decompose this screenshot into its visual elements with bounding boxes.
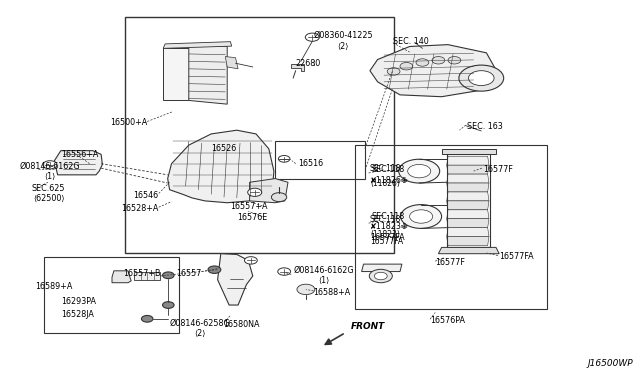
Text: J16500WP: J16500WP xyxy=(588,359,634,368)
Text: 16556+A: 16556+A xyxy=(61,150,98,159)
Polygon shape xyxy=(442,149,496,154)
Text: SEC.625
⟨62500⟩: SEC.625 ⟨62500⟩ xyxy=(32,184,65,203)
Polygon shape xyxy=(54,151,102,175)
Polygon shape xyxy=(447,210,489,219)
Text: SEC.118
✘11826✙: SEC.118 ✘11826✙ xyxy=(369,165,407,185)
Text: FRONT: FRONT xyxy=(351,322,385,331)
Polygon shape xyxy=(447,183,489,192)
Circle shape xyxy=(43,161,57,169)
Polygon shape xyxy=(134,272,160,280)
Text: 16577F: 16577F xyxy=(483,165,513,174)
Text: 16577FA: 16577FA xyxy=(499,252,534,261)
Circle shape xyxy=(399,159,440,183)
Bar xyxy=(44,257,179,333)
Polygon shape xyxy=(225,57,238,69)
Text: Ø08146-6162G
⟨1⟩: Ø08146-6162G ⟨1⟩ xyxy=(19,161,80,181)
Circle shape xyxy=(244,257,257,264)
Text: Ø08360-41225
⟨2⟩: Ø08360-41225 ⟨2⟩ xyxy=(314,31,373,51)
Text: 22680: 22680 xyxy=(296,59,321,68)
Text: 16516: 16516 xyxy=(298,159,323,168)
Polygon shape xyxy=(163,42,232,48)
Circle shape xyxy=(369,269,392,283)
Circle shape xyxy=(278,268,291,275)
Text: SEC.118: SEC.118 xyxy=(370,164,401,173)
Text: 16528JA: 16528JA xyxy=(61,310,93,319)
Polygon shape xyxy=(189,45,227,104)
Text: 16588+A: 16588+A xyxy=(314,288,351,296)
Circle shape xyxy=(163,302,174,308)
Polygon shape xyxy=(447,174,489,183)
Circle shape xyxy=(141,315,153,322)
Polygon shape xyxy=(447,165,489,174)
Polygon shape xyxy=(447,192,489,201)
Text: 16557+A: 16557+A xyxy=(230,202,268,211)
Circle shape xyxy=(248,188,262,196)
Text: Ø08146-6162G
⟨1⟩: Ø08146-6162G ⟨1⟩ xyxy=(293,266,354,285)
Circle shape xyxy=(278,155,290,162)
Polygon shape xyxy=(112,271,131,283)
Text: 16589+A: 16589+A xyxy=(35,282,72,291)
Text: 16546: 16546 xyxy=(134,191,159,200)
Circle shape xyxy=(448,57,461,64)
Circle shape xyxy=(271,193,287,202)
Circle shape xyxy=(374,272,387,280)
Text: SEC. 140: SEC. 140 xyxy=(393,37,429,46)
Polygon shape xyxy=(447,237,489,246)
Text: SEC. 163: SEC. 163 xyxy=(467,122,503,131)
Polygon shape xyxy=(163,48,189,100)
Text: 16580NA: 16580NA xyxy=(223,320,259,329)
Bar xyxy=(125,17,394,253)
Text: 16526: 16526 xyxy=(211,144,236,153)
Polygon shape xyxy=(447,156,489,165)
Polygon shape xyxy=(168,130,274,203)
Circle shape xyxy=(416,59,429,66)
Text: 16293PA: 16293PA xyxy=(61,297,96,306)
Circle shape xyxy=(468,71,494,86)
Circle shape xyxy=(163,272,174,279)
Circle shape xyxy=(297,284,315,295)
Text: 16528+A: 16528+A xyxy=(122,204,159,213)
Text: 16557+B: 16557+B xyxy=(124,269,161,278)
Text: 16577FA: 16577FA xyxy=(370,237,403,246)
Polygon shape xyxy=(218,254,253,305)
Text: 16557: 16557 xyxy=(176,269,202,278)
Polygon shape xyxy=(447,201,489,210)
Polygon shape xyxy=(362,264,402,272)
Circle shape xyxy=(305,33,319,41)
Polygon shape xyxy=(447,228,489,237)
Circle shape xyxy=(400,62,413,70)
Bar xyxy=(275,141,365,179)
Polygon shape xyxy=(250,179,288,203)
Text: (11826): (11826) xyxy=(370,179,400,188)
Circle shape xyxy=(408,164,431,178)
Circle shape xyxy=(208,266,221,273)
Text: SEC.118: SEC.118 xyxy=(370,215,401,224)
Bar xyxy=(447,154,490,247)
Circle shape xyxy=(387,68,400,75)
Text: 16576E: 16576E xyxy=(237,213,268,222)
Circle shape xyxy=(410,210,433,223)
Text: Ø08146-6258G
⟨2⟩: Ø08146-6258G ⟨2⟩ xyxy=(170,318,230,338)
Text: 16500+A: 16500+A xyxy=(110,118,147,127)
Text: 16577F: 16577F xyxy=(435,258,465,267)
Polygon shape xyxy=(291,64,304,71)
Bar xyxy=(355,145,547,309)
Polygon shape xyxy=(447,219,489,228)
Text: SEC.118
✘11823✙
16577FA: SEC.118 ✘11823✙ 16577FA xyxy=(369,212,407,242)
Circle shape xyxy=(432,57,445,64)
Circle shape xyxy=(459,65,504,91)
Circle shape xyxy=(401,205,442,228)
Text: 16576PA: 16576PA xyxy=(430,316,465,325)
Polygon shape xyxy=(370,45,496,97)
Polygon shape xyxy=(438,247,499,254)
Text: (11823): (11823) xyxy=(370,230,400,239)
